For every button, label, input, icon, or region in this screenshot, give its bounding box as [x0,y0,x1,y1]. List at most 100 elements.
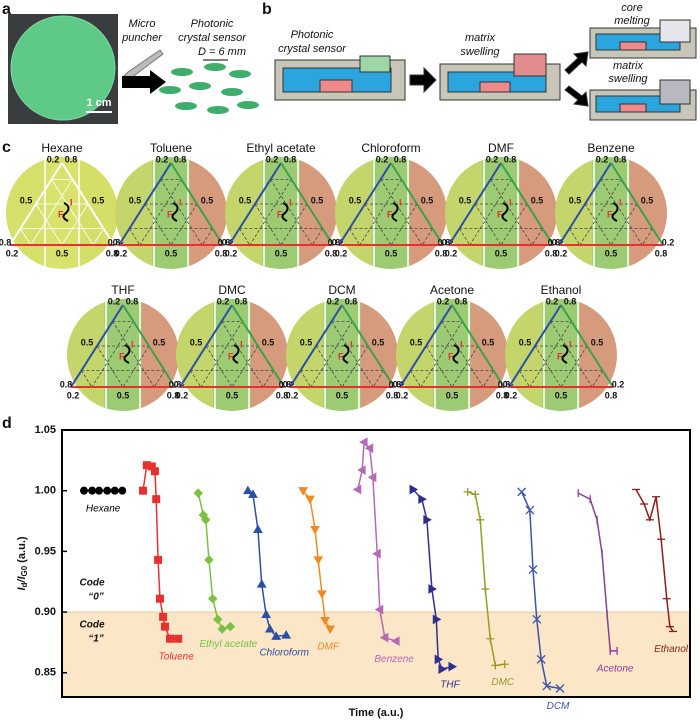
ternary-grid [390,203,418,246]
marker-label: F [387,209,393,219]
ternary-grid [280,203,308,246]
marker-label: I [460,339,463,349]
ternary-tick: 0.2 [396,390,409,400]
trajectory [611,202,619,222]
ternary-tick: 0.5 [311,195,324,205]
ternary-tick: 0.2 [445,248,458,258]
ternary-edge [451,304,505,388]
ternary-tick: 0.8 [65,154,78,164]
ternary-tick: 0.5 [446,390,459,400]
marker-label: I [350,339,353,349]
ternary-tick: 0.5 [20,195,33,205]
ternary-grid [310,321,353,388]
series-label: Ethyl acetate [199,639,257,650]
ternary-tick: 0.2 [327,296,340,306]
point [359,437,368,447]
ternary-grid [81,370,93,388]
ternary-grid [20,228,32,246]
annotation: “1” [88,634,104,645]
ternary-tick: 0.5 [372,337,385,347]
ternary-tick: 0.2 [156,154,169,164]
point [265,624,275,633]
point [103,486,112,495]
scale-label: 1 cm [86,97,111,109]
point [118,486,127,495]
trajectory [281,202,289,222]
ternary-tick: 0.5 [591,337,604,347]
marker-label: F [497,209,503,219]
ternary-tick: 0.8 [174,154,187,164]
region [262,157,302,269]
ternary-tick: 0.2 [115,248,128,258]
point [166,634,175,643]
marker-label: F [607,209,613,219]
ternary-grid [300,370,312,388]
ternary-grid [331,321,374,388]
point [201,515,211,525]
ternary-tick: 0.8 [504,154,517,164]
point [305,495,315,505]
ternary-grid [469,179,512,246]
sensor-image [505,299,617,411]
ternary-tick: 0.8 [386,390,399,400]
ternary-grid [441,321,484,388]
trajectory [342,344,350,364]
ternary-tick: 0.5 [459,195,472,205]
label: crystal sensor [278,43,347,55]
ternary-tick: 0.2 [67,390,80,400]
region [104,299,144,411]
ternary-tick: 0.5 [275,248,288,258]
ternary-grid [61,203,89,246]
point [438,664,447,674]
point [491,661,500,670]
ternary-tick: 0.2 [393,379,406,389]
solvent-name: Acetone [430,283,474,297]
ternary-tick: 0.2 [505,390,518,400]
ternary-tick: 0.5 [605,248,618,258]
ternary-grid [519,370,531,388]
ternary-grid [144,203,172,246]
ternary-tick: 0.5 [262,337,275,347]
ternary-edge [122,304,176,388]
point [317,590,327,599]
ternary-tick: 0.8 [106,248,119,258]
ternary-grid [91,321,134,388]
point [88,486,97,495]
ternary-tick: 0.8 [438,237,451,247]
point [476,515,485,524]
ternary-tick: 0.5 [300,337,313,347]
ternary-grid [500,203,528,246]
ternary-grid [201,228,213,246]
ternary-edge [558,162,612,246]
ternary-grid [482,370,494,388]
ternary-grid [30,179,73,246]
ternary-edge [170,162,224,246]
ternary-tick: 0.8 [496,390,509,400]
marker-label: I [131,339,134,349]
trajectory [501,202,509,222]
solvent-name: DMF [488,141,514,155]
panel-label: c [2,139,11,156]
y-tick-label: 0.85 [35,667,56,679]
ternary-tick: 0.2 [442,237,455,247]
ternary-tick: 0.8 [655,248,668,258]
solvent-name: Chloroform [361,141,420,155]
label: swelling [460,46,500,58]
point [174,634,183,643]
trajectory [391,202,399,222]
ternary-grid [311,228,323,246]
series-label: DCM [547,701,570,712]
panel-label: a [2,1,11,18]
ternary-grid [579,179,622,246]
trajectory [171,202,179,222]
panel-a: 1 cm Micro puncher Photonic crystal sens… [8,14,259,124]
marker-label: F [448,351,454,361]
point [434,654,444,665]
point [248,489,258,498]
point [154,555,163,564]
ternary-tick: 0.2 [552,237,565,247]
ternary-tick: 0.8 [235,296,248,306]
point [110,486,119,495]
ternary-tick: 0.2 [376,154,389,164]
ternary-grid [474,203,502,246]
